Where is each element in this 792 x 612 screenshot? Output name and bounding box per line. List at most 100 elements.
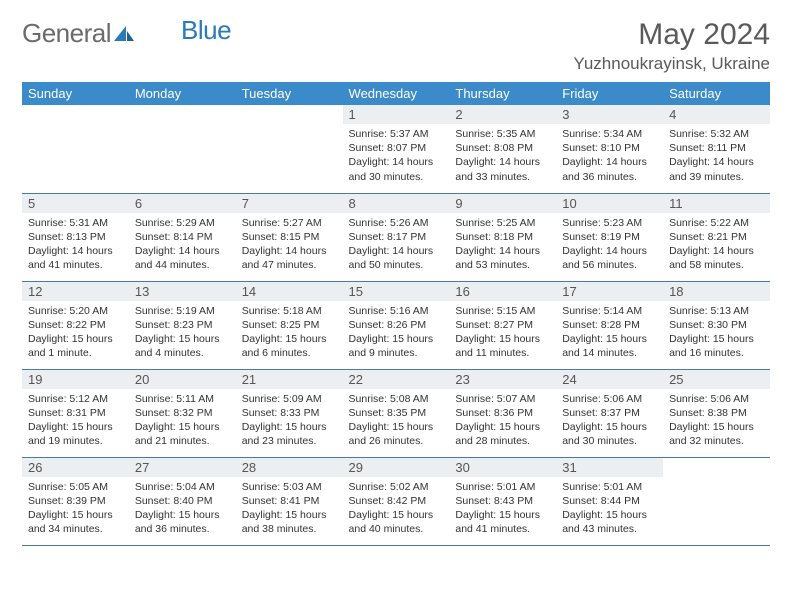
day-detail-line: Daylight: 14 hours and 53 minutes. <box>455 244 550 272</box>
calendar-row: 26Sunrise: 5:05 AMSunset: 8:39 PMDayligh… <box>22 457 770 545</box>
calendar-cell: 21Sunrise: 5:09 AMSunset: 8:33 PMDayligh… <box>236 369 343 457</box>
day-detail-line: Daylight: 14 hours and 36 minutes. <box>562 155 657 183</box>
calendar-cell: 4Sunrise: 5:32 AMSunset: 8:11 PMDaylight… <box>663 105 770 193</box>
day-detail-line: Sunset: 8:14 PM <box>135 230 230 244</box>
calendar-row: 1Sunrise: 5:37 AMSunset: 8:07 PMDaylight… <box>22 105 770 193</box>
day-details: Sunrise: 5:18 AMSunset: 8:25 PMDaylight:… <box>236 301 343 365</box>
day-number: 6 <box>129 194 236 213</box>
day-detail-line: Sunrise: 5:02 AM <box>349 480 444 494</box>
day-detail-line: Sunset: 8:17 PM <box>349 230 444 244</box>
day-details: Sunrise: 5:06 AMSunset: 8:38 PMDaylight:… <box>663 389 770 453</box>
day-number <box>129 105 236 124</box>
day-number: 22 <box>343 370 450 389</box>
day-detail-line: Sunset: 8:33 PM <box>242 406 337 420</box>
calendar-cell: 27Sunrise: 5:04 AMSunset: 8:40 PMDayligh… <box>129 457 236 545</box>
calendar-cell: 15 Sunrise: 5:16 AMSunset: 8:26 PMDayligh… <box>343 281 450 369</box>
day-detail-line: Sunrise: 5:12 AM <box>28 392 123 406</box>
day-number: 9 <box>449 194 556 213</box>
calendar-cell: 6Sunrise: 5:29 AMSunset: 8:14 PMDaylight… <box>129 193 236 281</box>
day-detail-line: Sunrise: 5:18 AM <box>242 304 337 318</box>
calendar-cell: 9Sunrise: 5:25 AMSunset: 8:18 PMDaylight… <box>449 193 556 281</box>
day-detail-line: Sunrise: 5:31 AM <box>28 216 123 230</box>
day-number: 24 <box>556 370 663 389</box>
day-detail-line: Daylight: 14 hours and 58 minutes. <box>669 244 764 272</box>
day-number: 27 <box>129 458 236 477</box>
day-detail-line: Daylight: 15 hours and 41 minutes. <box>455 508 550 536</box>
day-number: 15 <box>343 282 450 301</box>
weekday-header: Tuesday <box>236 82 343 105</box>
day-number: 1 <box>343 105 450 124</box>
day-details: Sunrise: 5:08 AMSunset: 8:35 PMDaylight:… <box>343 389 450 453</box>
calendar-row: 5Sunrise: 5:31 AMSunset: 8:13 PMDaylight… <box>22 193 770 281</box>
day-number: 10 <box>556 194 663 213</box>
day-detail-line: Sunrise: 5:13 AM <box>669 304 764 318</box>
day-detail-line: Sunrise: 5:05 AM <box>28 480 123 494</box>
day-detail-line: Sunset: 8:44 PM <box>562 494 657 508</box>
day-detail-line: Daylight: 15 hours and 30 minutes. <box>562 420 657 448</box>
day-detail-line: Daylight: 15 hours and 14 minutes. <box>562 332 657 360</box>
logo-text-gray: General <box>22 18 111 49</box>
day-detail-line: Sunrise: 5:16 AM <box>349 304 444 318</box>
day-details: Sunrise: 5:19 AMSunset: 8:23 PMDaylight:… <box>129 301 236 365</box>
calendar-cell: 14Sunrise: 5:18 AMSunset: 8:25 PMDayligh… <box>236 281 343 369</box>
calendar-cell: 8Sunrise: 5:26 AMSunset: 8:17 PMDaylight… <box>343 193 450 281</box>
calendar-cell: 24Sunrise: 5:06 AMSunset: 8:37 PMDayligh… <box>556 369 663 457</box>
day-number: 4 <box>663 105 770 124</box>
day-detail-line: Sunset: 8:26 PM <box>349 318 444 332</box>
day-detail-line: Daylight: 15 hours and 36 minutes. <box>135 508 230 536</box>
header: General Blue May 2024 Yuzhnoukrayinsk, U… <box>22 18 770 74</box>
calendar-cell: 1Sunrise: 5:37 AMSunset: 8:07 PMDaylight… <box>343 105 450 193</box>
day-details: Sunrise: 5:02 AMSunset: 8:42 PMDaylight:… <box>343 477 450 541</box>
day-detail-line: Daylight: 15 hours and 34 minutes. <box>28 508 123 536</box>
day-details: Sunrise: 5:32 AMSunset: 8:11 PMDaylight:… <box>663 124 770 188</box>
day-detail-line: Daylight: 14 hours and 50 minutes. <box>349 244 444 272</box>
day-detail-line: Daylight: 15 hours and 9 minutes. <box>349 332 444 360</box>
calendar-table: Sunday Monday Tuesday Wednesday Thursday… <box>22 82 770 546</box>
day-detail-line: Daylight: 15 hours and 19 minutes. <box>28 420 123 448</box>
calendar-cell: 22Sunrise: 5:08 AMSunset: 8:35 PMDayligh… <box>343 369 450 457</box>
day-detail-line: Sunrise: 5:32 AM <box>669 127 764 141</box>
day-detail-line: Sunset: 8:23 PM <box>135 318 230 332</box>
day-detail-line: Daylight: 14 hours and 41 minutes. <box>28 244 123 272</box>
day-number: 13 <box>129 282 236 301</box>
day-detail-line: Sunset: 8:39 PM <box>28 494 123 508</box>
logo: General Blue <box>22 18 231 49</box>
day-details: Sunrise: 5:27 AMSunset: 8:15 PMDaylight:… <box>236 213 343 277</box>
day-detail-line: Sunrise: 5:37 AM <box>349 127 444 141</box>
calendar-cell: 11Sunrise: 5:22 AMSunset: 8:21 PMDayligh… <box>663 193 770 281</box>
day-number: 11 <box>663 194 770 213</box>
day-detail-line: Daylight: 14 hours and 44 minutes. <box>135 244 230 272</box>
day-detail-line: Sunset: 8:19 PM <box>562 230 657 244</box>
calendar-cell <box>22 105 129 193</box>
day-detail-line: Daylight: 15 hours and 28 minutes. <box>455 420 550 448</box>
day-number <box>22 105 129 124</box>
calendar-cell: 7Sunrise: 5:27 AMSunset: 8:15 PMDaylight… <box>236 193 343 281</box>
calendar-cell: 13Sunrise: 5:19 AMSunset: 8:23 PMDayligh… <box>129 281 236 369</box>
day-detail-line: Sunrise: 5:06 AM <box>669 392 764 406</box>
day-detail-line: Sunset: 8:41 PM <box>242 494 337 508</box>
day-details: Sunrise: 5:22 AMSunset: 8:21 PMDaylight:… <box>663 213 770 277</box>
day-number: 29 <box>343 458 450 477</box>
calendar-cell: 5Sunrise: 5:31 AMSunset: 8:13 PMDaylight… <box>22 193 129 281</box>
calendar-cell: 19Sunrise: 5:12 AMSunset: 8:31 PMDayligh… <box>22 369 129 457</box>
weekday-header: Thursday <box>449 82 556 105</box>
day-details: Sunrise: 5:07 AMSunset: 8:36 PMDaylight:… <box>449 389 556 453</box>
day-details: Sunrise: 5:15 AMSunset: 8:27 PMDaylight:… <box>449 301 556 365</box>
day-details: Sunrise: 5:31 AMSunset: 8:13 PMDaylight:… <box>22 213 129 277</box>
day-detail-line: Sunrise: 5:27 AM <box>242 216 337 230</box>
calendar-cell: 28Sunrise: 5:03 AMSunset: 8:41 PMDayligh… <box>236 457 343 545</box>
day-number: 5 <box>22 194 129 213</box>
day-details: Sunrise: 5:23 AMSunset: 8:19 PMDaylight:… <box>556 213 663 277</box>
day-detail-line: Daylight: 15 hours and 32 minutes. <box>669 420 764 448</box>
day-details: Sunrise: 5:29 AMSunset: 8:14 PMDaylight:… <box>129 213 236 277</box>
day-details: Sunrise: 5:20 AMSunset: 8:22 PMDaylight:… <box>22 301 129 365</box>
day-detail-line: Sunset: 8:27 PM <box>455 318 550 332</box>
day-detail-line: Sunset: 8:37 PM <box>562 406 657 420</box>
day-detail-line: Sunrise: 5:07 AM <box>455 392 550 406</box>
day-detail-line: Sunrise: 5:34 AM <box>562 127 657 141</box>
day-number <box>236 105 343 124</box>
day-detail-line: Sunset: 8:22 PM <box>28 318 123 332</box>
day-detail-line: Sunset: 8:31 PM <box>28 406 123 420</box>
day-details: Sunrise: 5:34 AMSunset: 8:10 PMDaylight:… <box>556 124 663 188</box>
day-detail-line: Sunset: 8:08 PM <box>455 141 550 155</box>
